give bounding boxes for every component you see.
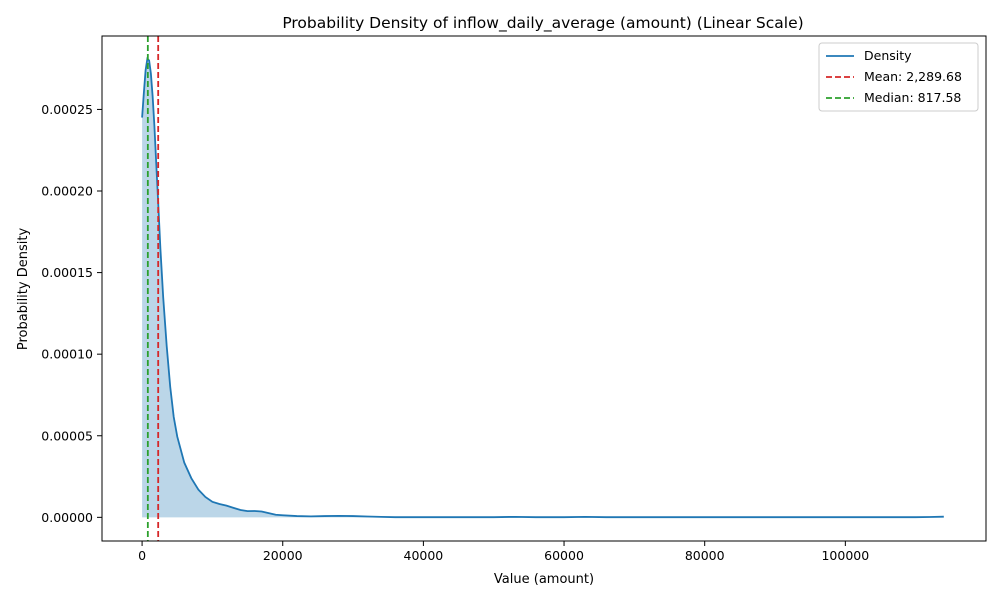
y-tick-label: 0.00015 — [41, 265, 93, 280]
x-tick-label: 60000 — [544, 548, 584, 563]
legend-label-median: Median: 817.58 — [864, 90, 961, 105]
plot-area — [141, 36, 944, 541]
x-tick-label: 20000 — [263, 548, 303, 563]
x-tick-label: 80000 — [685, 548, 725, 563]
chart-title: Probability Density of inflow_daily_aver… — [282, 14, 803, 33]
density-line — [141, 57, 944, 519]
plot-frame — [101, 35, 987, 542]
legend: Density Mean: 2,289.68 Median: 817.58 — [818, 42, 979, 112]
legend-label-density: Density — [864, 48, 912, 63]
legend-box — [818, 42, 979, 112]
density-fill-area — [142, 58, 944, 518]
x-tick-label: 40000 — [404, 548, 444, 563]
y-axis: 0.00000 0.00005 0.00010 0.00015 0.00020 0.000… — [41, 102, 102, 525]
x-tick-label: 100000 — [821, 548, 869, 563]
y-tick-label: 0.00000 — [41, 510, 93, 525]
x-axis: 0 20000 40000 60000 80000 100000 — [138, 541, 869, 563]
x-axis-title: Value (amount) — [494, 572, 594, 587]
y-tick-label: 0.00020 — [41, 184, 93, 199]
y-tick-label: 0.00025 — [41, 102, 93, 117]
y-axis-title: Probability Density — [16, 228, 31, 351]
y-tick-label: 0.00010 — [41, 347, 93, 362]
y-tick-label: 0.00005 — [41, 428, 93, 443]
x-tick-label: 0 — [138, 548, 146, 563]
legend-label-mean: Mean: 2,289.68 — [864, 69, 962, 84]
